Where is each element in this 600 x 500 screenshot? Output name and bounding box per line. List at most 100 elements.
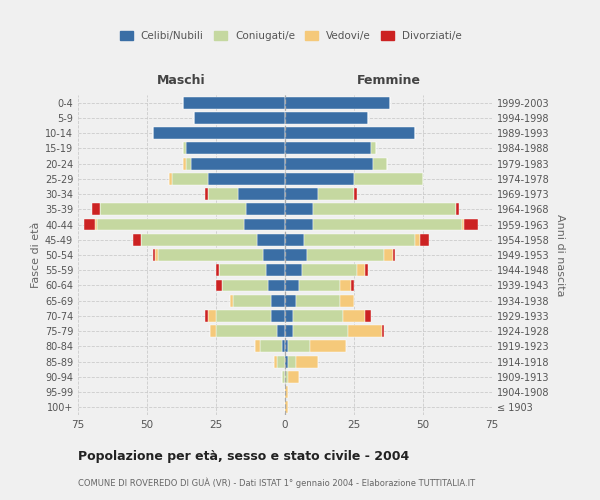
Bar [266,264,285,276]
Bar [285,310,293,322]
Bar [285,158,373,170]
Bar [385,249,392,261]
Bar [244,218,285,230]
Bar [373,158,387,170]
Bar [100,204,247,215]
Bar [382,325,385,337]
Bar [277,356,285,368]
Bar [371,142,376,154]
Bar [304,234,415,245]
Bar [238,188,285,200]
Bar [277,325,285,337]
Text: Femmine: Femmine [356,74,421,88]
Bar [221,280,268,291]
Bar [464,218,478,230]
Bar [285,142,371,154]
Bar [216,325,277,337]
Bar [293,310,343,322]
Bar [285,127,415,139]
Bar [307,249,385,261]
Y-axis label: Fasce di età: Fasce di età [31,222,41,288]
Bar [285,371,288,383]
Bar [216,280,221,291]
Bar [285,280,299,291]
Bar [211,325,216,337]
Bar [415,234,420,245]
Bar [285,249,307,261]
Bar [282,340,285,352]
Y-axis label: Anni di nascita: Anni di nascita [555,214,565,296]
Bar [271,310,285,322]
Bar [216,310,271,322]
Bar [392,249,395,261]
Bar [296,356,318,368]
Bar [183,158,185,170]
Bar [285,325,293,337]
Bar [97,218,244,230]
Bar [185,142,285,154]
Bar [172,173,208,185]
Bar [271,295,285,306]
Bar [340,280,351,291]
Bar [260,340,282,352]
Bar [95,218,97,230]
Bar [282,371,285,383]
Bar [365,310,371,322]
Bar [152,249,155,261]
Bar [296,295,340,306]
Bar [285,188,318,200]
Bar [92,204,100,215]
Bar [313,218,461,230]
Bar [461,218,464,230]
Bar [155,249,158,261]
Bar [219,264,266,276]
Bar [293,325,349,337]
Bar [285,218,313,230]
Bar [285,96,390,108]
Bar [83,218,95,230]
Bar [158,249,263,261]
Bar [288,371,299,383]
Bar [313,204,456,215]
Bar [268,280,285,291]
Bar [216,264,219,276]
Bar [285,234,304,245]
Bar [208,310,216,322]
Bar [254,340,260,352]
Text: COMUNE DI ROVEREDO DI GUÀ (VR) - Dati ISTAT 1° gennaio 2004 - Elaborazione TUTTI: COMUNE DI ROVEREDO DI GUÀ (VR) - Dati IS… [78,478,475,488]
Bar [299,280,340,291]
Bar [133,234,142,245]
Bar [285,402,288,413]
Bar [185,158,191,170]
Bar [285,112,368,124]
Bar [354,173,423,185]
Bar [310,340,346,352]
Bar [365,264,368,276]
Bar [349,325,382,337]
Bar [183,96,285,108]
Legend: Celibi/Nubili, Coniugati/e, Vedovi/e, Divorziati/e: Celibi/Nubili, Coniugati/e, Vedovi/e, Di… [117,28,465,44]
Bar [230,295,233,306]
Bar [274,356,277,368]
Bar [247,204,285,215]
Bar [191,158,285,170]
Bar [194,112,285,124]
Bar [205,188,208,200]
Bar [288,340,310,352]
Bar [257,234,285,245]
Bar [233,295,271,306]
Text: Maschi: Maschi [157,74,206,88]
Text: Popolazione per età, sesso e stato civile - 2004: Popolazione per età, sesso e stato civil… [78,450,409,463]
Bar [420,234,428,245]
Bar [208,173,285,185]
Bar [285,264,302,276]
Bar [285,386,288,398]
Bar [351,280,354,291]
Bar [142,234,257,245]
Bar [285,204,313,215]
Bar [205,310,208,322]
Bar [169,173,172,185]
Bar [343,310,365,322]
Bar [302,264,357,276]
Bar [340,295,354,306]
